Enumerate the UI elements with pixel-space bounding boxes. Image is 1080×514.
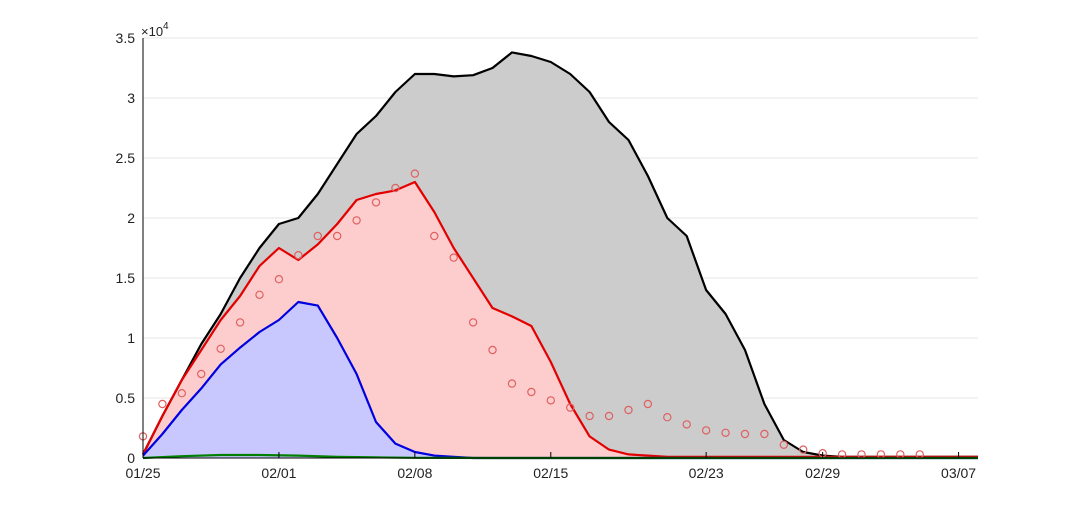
data-point bbox=[643, 399, 653, 409]
data-point bbox=[430, 231, 439, 241]
data-point bbox=[701, 426, 711, 435]
data-point bbox=[177, 389, 187, 398]
data-point bbox=[352, 216, 361, 225]
data-point bbox=[566, 403, 575, 412]
data-point bbox=[391, 183, 400, 193]
data-point bbox=[468, 318, 478, 327]
data-point bbox=[216, 344, 225, 353]
data-point bbox=[663, 413, 672, 422]
data-point bbox=[410, 169, 420, 178]
data-point bbox=[158, 399, 167, 409]
x-tick-label: 02/08 bbox=[397, 465, 432, 481]
series-area-2 bbox=[143, 302, 978, 458]
x-tick-label: 02/29 bbox=[805, 465, 840, 481]
data-point bbox=[313, 231, 322, 241]
axes: 0 0.5 1 1.5 2 2.5 3 3.5 01/25 02/01 02/08 02/15 02/2… bbox=[116, 30, 978, 481]
x-tick-label: 01/25 bbox=[125, 465, 160, 481]
y-tick-label: 1.5 bbox=[116, 270, 136, 286]
data-point bbox=[332, 231, 342, 241]
data-point bbox=[527, 387, 536, 397]
y-tick-label: 2 bbox=[127, 210, 135, 226]
data-point bbox=[604, 411, 614, 421]
y-tick-label: 0.5 bbox=[116, 390, 136, 406]
data-point bbox=[740, 429, 750, 439]
data-point bbox=[799, 445, 808, 454]
y-tick-label: 0 bbox=[127, 450, 135, 466]
x-tick-label: 03/07 bbox=[941, 465, 976, 481]
data-point bbox=[682, 420, 691, 429]
data-point bbox=[779, 440, 789, 449]
chart-areas bbox=[143, 52, 978, 459]
data-point bbox=[507, 379, 517, 388]
x-tick-label: 02/15 bbox=[533, 465, 568, 481]
data-point bbox=[197, 369, 206, 379]
y-tick-label: 3 bbox=[127, 90, 135, 106]
data-point bbox=[294, 250, 303, 260]
data-point bbox=[546, 396, 555, 405]
y-tick-label: 3.5 bbox=[116, 30, 136, 46]
data-point bbox=[371, 198, 381, 207]
data-point bbox=[235, 318, 245, 327]
data-point bbox=[488, 345, 497, 355]
y-multiplier-exponent: 4 bbox=[163, 21, 169, 32]
data-point bbox=[449, 253, 458, 262]
y-tick-label: 2.5 bbox=[116, 150, 136, 166]
data-point bbox=[721, 428, 730, 437]
data-point bbox=[585, 411, 594, 421]
data-point bbox=[624, 405, 633, 415]
data-point bbox=[274, 275, 284, 284]
y-multiplier-label: ×10 bbox=[141, 24, 163, 39]
x-tick-label: 02/01 bbox=[261, 465, 296, 481]
data-point bbox=[760, 429, 769, 439]
y-tick-label: 1 bbox=[127, 330, 135, 346]
x-tick-label: 02/23 bbox=[689, 465, 724, 481]
data-point bbox=[255, 290, 264, 299]
